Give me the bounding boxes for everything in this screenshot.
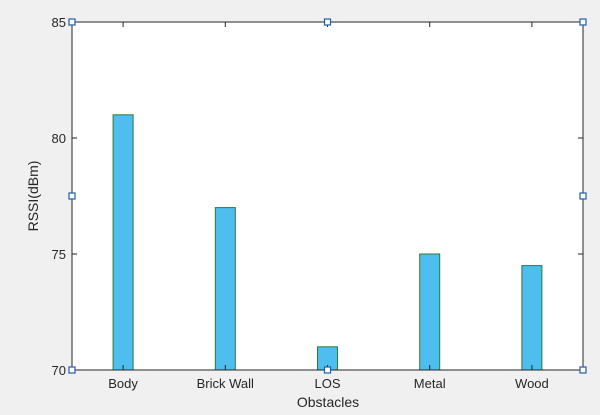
x-tick-label: Body — [108, 376, 138, 391]
bar-wood — [521, 265, 543, 371]
plot-area — [72, 22, 583, 370]
x-axis-label: Obstacles — [297, 394, 359, 410]
bar-metal — [419, 253, 441, 371]
x-tick-label: Brick Wall — [197, 376, 254, 391]
resize-handle[interactable] — [68, 192, 76, 200]
resize-handle[interactable] — [579, 366, 587, 374]
resize-handle[interactable] — [323, 18, 332, 26]
resize-handle[interactable] — [579, 18, 587, 26]
y-tick-label: 85 — [52, 15, 66, 30]
x-tick-label: Wood — [515, 376, 549, 391]
x-tick-labels: Body Brick Wall LOS Metal Wood — [108, 376, 548, 391]
bar-brick-wall — [214, 207, 236, 371]
resize-handle[interactable] — [579, 192, 587, 200]
y-axis-label: RSSI(dBm) — [25, 161, 41, 232]
resize-handle[interactable] — [68, 18, 76, 26]
y-tick-label: 80 — [52, 131, 66, 146]
resize-handle[interactable] — [68, 366, 76, 374]
y-tick-label: 75 — [52, 247, 66, 262]
bars — [112, 114, 543, 371]
bar-body — [112, 114, 134, 371]
x-tick-label: Metal — [414, 376, 446, 391]
selection-handles[interactable] — [68, 18, 587, 374]
y-tick-label: 70 — [52, 363, 66, 378]
y-tick-labels: 70 75 80 85 — [52, 15, 66, 378]
resize-handle[interactable] — [323, 366, 332, 374]
plot-background — [72, 22, 583, 370]
x-tick-label: LOS — [314, 376, 340, 391]
